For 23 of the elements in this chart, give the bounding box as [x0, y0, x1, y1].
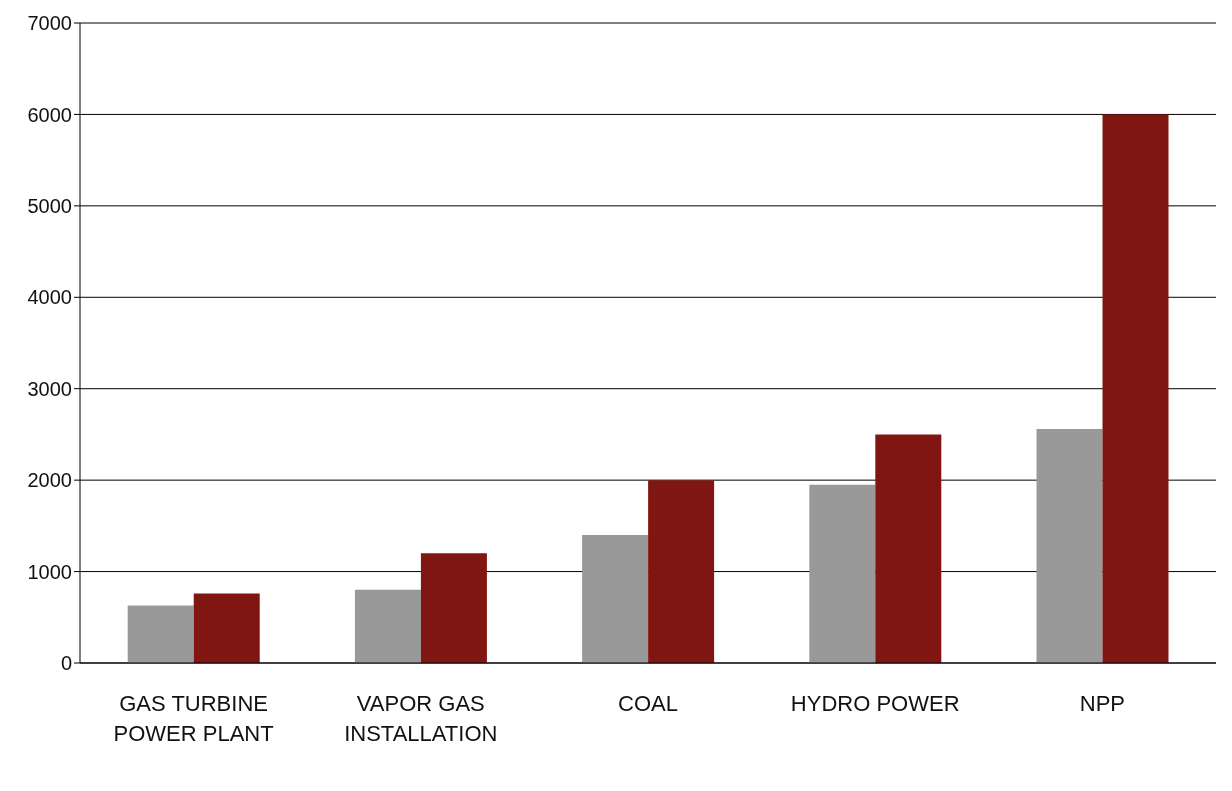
- bar: [420, 553, 487, 663]
- bar: [875, 434, 942, 663]
- y-tick-label: 7000: [27, 12, 72, 35]
- bar: [648, 480, 715, 663]
- y-tick-label: 2000: [27, 469, 72, 492]
- bar: [193, 593, 260, 663]
- x-tick-label: NPP: [1079, 691, 1126, 716]
- y-tick-label: 1000: [27, 560, 72, 583]
- bar: [127, 605, 194, 663]
- y-tick-label: 3000: [27, 377, 72, 400]
- x-tick-label: HYDRO POWER: [790, 691, 960, 716]
- x-tick-label: VAPOR GAS INSTALLATION: [344, 691, 498, 746]
- y-tick-label: 4000: [27, 286, 72, 309]
- bar: [582, 535, 649, 663]
- bar: [1036, 428, 1103, 663]
- bar: [354, 589, 421, 663]
- bar: [809, 484, 876, 663]
- y-tick-label: 6000: [27, 103, 72, 126]
- y-tick-label: 0: [60, 652, 72, 675]
- y-tick-label: 5000: [27, 194, 72, 217]
- x-tick-label: GAS TURBINE POWER PLANT: [113, 691, 274, 746]
- bar: [1102, 114, 1169, 663]
- x-tick-label: COAL: [618, 691, 678, 716]
